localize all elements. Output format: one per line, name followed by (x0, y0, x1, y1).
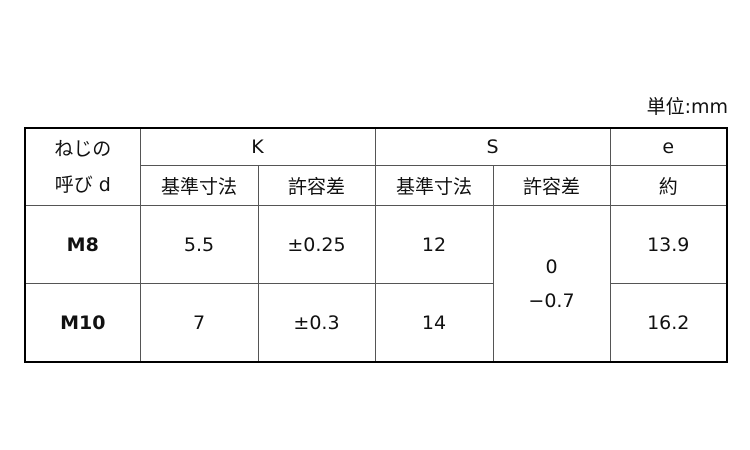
cell-s-basic: 12 (374, 205, 494, 284)
table-row: M10 7 ±0.3 14 16.2 (24, 283, 728, 363)
header-nominal-line1: ねじの (54, 138, 112, 160)
header-s-tolerance: 許容差 (492, 165, 611, 206)
s-tol-lower: −0.7 (528, 289, 575, 312)
cell-k-basic: 5.5 (139, 205, 259, 284)
dimension-table: ねじの 呼び d K S e 基準寸法 許容差 基準寸法 許容差 約 M8 5.… (24, 127, 728, 363)
header-e: e (609, 127, 728, 166)
cell-s-basic: 14 (374, 283, 494, 363)
header-e-approx: 約 (609, 165, 728, 206)
header-s-basic: 基準寸法 (374, 165, 494, 206)
header-k: K (139, 127, 376, 166)
cell-e: 16.2 (609, 283, 728, 363)
cell-k-basic: 7 (139, 283, 259, 363)
header-nominal-line2: 呼び d (54, 174, 111, 196)
cell-e: 13.9 (609, 205, 728, 284)
table-row: M8 5.5 ±0.25 12 0 −0.7 13.9 (24, 205, 728, 363)
unit-label: 単位:mm (646, 96, 728, 118)
cell-s-tol: 0 −0.7 (492, 205, 611, 363)
header-k-tolerance: 許容差 (257, 165, 376, 206)
cell-d: M8 (24, 205, 141, 284)
cell-k-tol: ±0.3 (257, 283, 376, 363)
s-tol-upper: 0 (545, 255, 558, 278)
cell-d: M10 (24, 283, 141, 363)
header-s: S (374, 127, 611, 166)
header-nominal: ねじの 呼び d (24, 127, 141, 206)
header-k-basic: 基準寸法 (139, 165, 259, 206)
cell-k-tol: ±0.25 (257, 205, 376, 284)
